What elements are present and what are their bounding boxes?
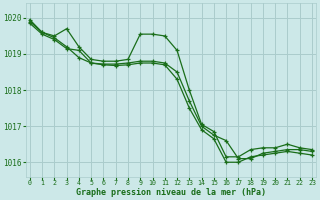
X-axis label: Graphe pression niveau de la mer (hPa): Graphe pression niveau de la mer (hPa) — [76, 188, 266, 197]
